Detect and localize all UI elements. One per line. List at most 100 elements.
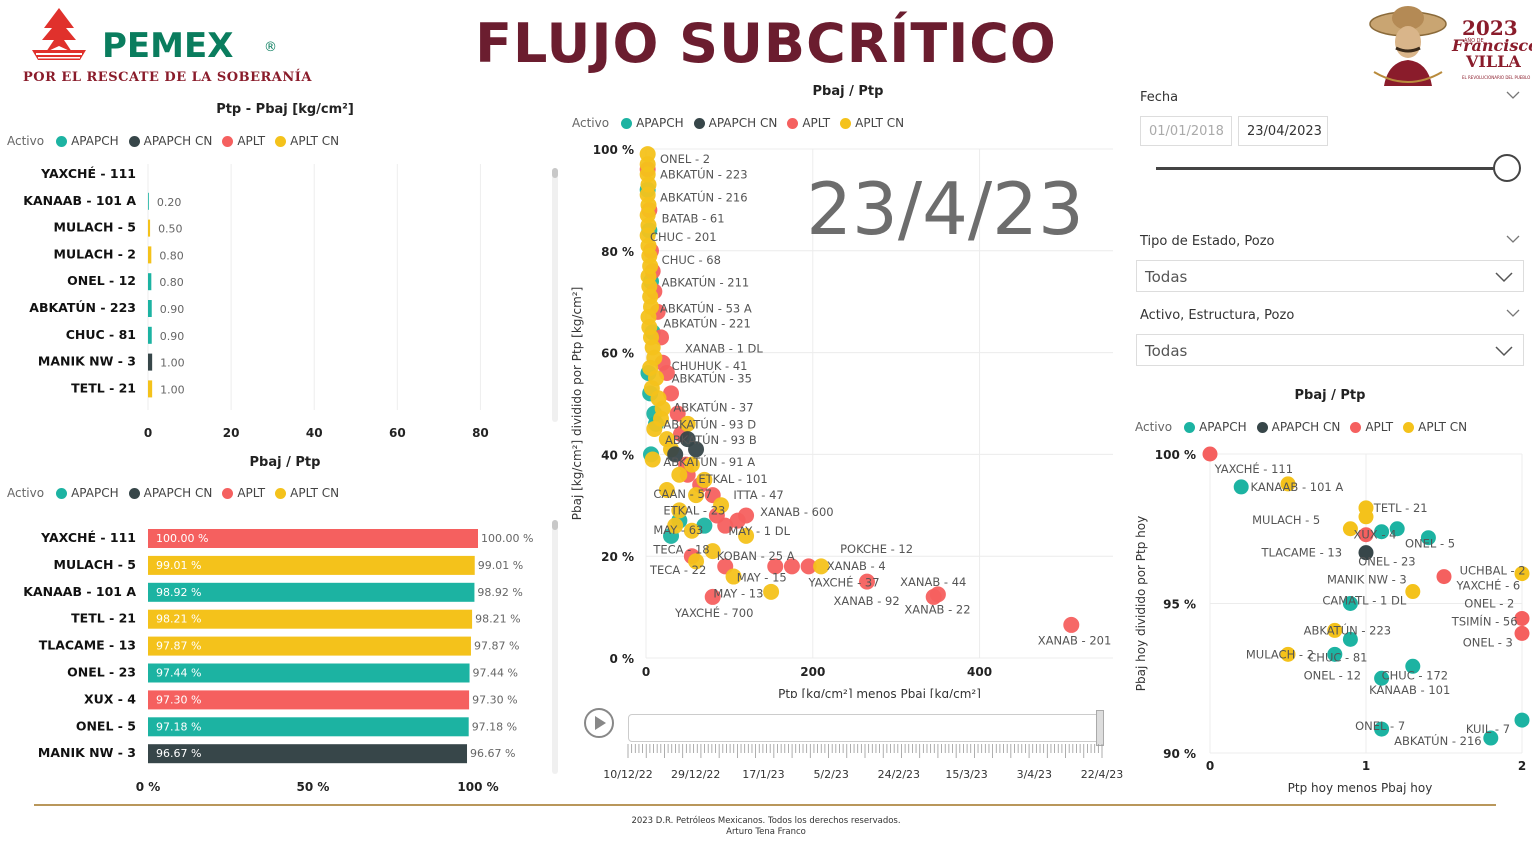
y-axis-title: Pbaj [kg/cm²] dividido por Ptp [kg/cm²] [570,287,584,521]
value-label: 0.90 [160,303,185,316]
point-label: ONEL - 23 [1358,555,1415,569]
year-logo-name1: Francisco [1452,36,1532,55]
point-label: TSIMÍN - 56 [1451,613,1518,628]
x-tick-label: 400 [967,665,992,679]
point-label: XANAB - 22 [904,603,970,617]
small-scatter-chart[interactable]: 90 % 95 % 100 % 0 1 2 Ptp hoy menos Pbaj hoy Pb… [1130,440,1530,800]
chart3-title: Pbaj / Ptp [812,84,884,99]
legend-item[interactable]: APAPCH [71,134,119,148]
value-label: 96.67 % [470,747,515,760]
category-label: ONEL - 12 [67,273,136,288]
bar [148,609,473,629]
data-point [688,553,705,570]
legend-item[interactable]: APAPCH [636,116,684,130]
legend-key: Activo [1135,420,1173,434]
data-point [1436,569,1452,585]
legend-dot-icon [56,487,68,499]
year-logo-name2: VILLA [1466,52,1521,71]
fecha-start-input[interactable]: 01/01/2018 [1140,116,1232,146]
legend-item[interactable]: APLT [802,116,831,130]
legend-item[interactable]: APAPCH CN [1271,420,1341,434]
data-point [688,487,705,504]
data-point [644,451,661,468]
point-label: TECA - 18 [652,543,709,557]
play-date-label: 10/12/22 [603,768,652,781]
x-tick-label: 2 [1518,759,1526,773]
play-date-label: 15/3/23 [945,768,987,781]
legend-item[interactable]: APLT CN [290,134,340,148]
data-point [1374,721,1390,737]
legend-dot-icon [693,117,705,129]
category-label: TLACAME - 13 [39,638,136,653]
data-point [688,441,705,458]
legend-item[interactable]: APAPCH CN [143,134,213,148]
ptp-pbaj-bar-chart[interactable]: 0 20 40 60 80 YAXCHÉ - 111 KANAAB - 101 A 0.20 M… [0,160,540,460]
chevron-down-icon[interactable] [1506,90,1520,100]
data-point [667,517,684,534]
point-label: ABKATÚN - 93 D [663,416,756,431]
category-label: KANAAB - 101 A [23,584,136,599]
legend-item[interactable]: APLT [237,486,266,500]
fecha-end-input[interactable]: 23/04/2023 [1238,116,1328,146]
value-label: 99.01 % [478,559,523,572]
fecha-slider-handle[interactable] [1493,154,1521,182]
value-label: 0.50 [158,223,183,236]
chevron-down-icon[interactable] [1506,234,1520,244]
legend-item[interactable]: APLT [237,134,266,148]
bar-inner-label: 96.67 % [156,747,201,760]
play-slider-handle[interactable] [1096,710,1104,746]
value-label: 97.30 % [472,693,517,706]
legend-item[interactable]: APAPCH [1199,420,1247,434]
point-label: UCHBAL - 2 [1460,564,1526,578]
chart2-scroll-thumb[interactable] [552,520,558,530]
legend-dot-icon [275,487,287,499]
legend-item[interactable]: APLT CN [1418,420,1468,434]
chart1-legend: Activo APAPCH APAPCH CN APLT APLT CN [7,134,339,148]
legend-dot-icon [787,117,799,129]
pbaj-ptp-bar-chart[interactable]: 0 % 50 % 100 % YAXCHÉ - 111 100.00 % 100.00 %… [0,512,540,802]
fecha-label: Fecha [1140,90,1179,105]
point-label: MAY - 13 [713,586,763,600]
legend-item[interactable]: APLT CN [855,116,905,130]
bar-inner-label: 98.21 % [156,613,201,626]
bar [148,529,478,548]
point-label: CHUC - 81 [1308,650,1367,664]
bar-inner-label: 97.87 % [156,640,201,653]
x-axis-title: Ptp hoy menos Pbaj hoy [1288,781,1433,795]
chart1-scroll-thumb[interactable] [552,168,558,178]
data-point [683,522,700,539]
legend-item[interactable]: APAPCH [71,486,119,500]
chart4-legend: Activo APAPCH APAPCH CN APLT APLT CN [1135,420,1467,434]
data-point [1342,631,1358,647]
fecha-slider-track[interactable] [1156,167,1508,170]
legend-key: Activo [572,116,610,130]
bar [148,690,470,710]
category-label: YAXCHÉ - 111 [40,166,136,181]
legend-item[interactable]: APAPCH CN [708,116,778,130]
point-label: YAXCHÉ - 111 [1214,461,1293,476]
point-label: ONEL - 7 [1355,719,1405,733]
category-label: ONEL - 5 [76,718,136,733]
play-slider-track[interactable] [628,714,1102,742]
chart1-scrollbar[interactable] [552,168,558,422]
legend-item[interactable]: APLT [1365,420,1394,434]
chevron-down-icon[interactable] [1506,308,1520,318]
value-label: 97.18 % [472,720,517,733]
chart1-title: Ptp - Pbaj [kg/cm²] [216,102,354,117]
point-label: XANAB - 44 [900,575,966,589]
main-scatter-chart[interactable]: 0 % 20 % 40 % 60 % 80 % 100 % 0 200 400 Ptp [kg/c… [565,138,1125,698]
data-point [1358,527,1374,543]
bar [148,353,153,371]
y-tick-label: 100 % [593,143,634,157]
play-button[interactable] [584,708,614,738]
activo-select[interactable]: Todas [1136,334,1524,366]
bar [148,246,152,264]
data-point [1405,584,1421,600]
year-logo-year: 2023 [1462,16,1518,40]
legend-item[interactable]: APLT CN [290,486,340,500]
x-tick-label: 1 [1362,759,1370,773]
estado-select[interactable]: Todas [1136,260,1524,292]
point-label: YAXCHÉ - 700 [674,605,753,620]
legend-item[interactable]: APAPCH CN [143,486,213,500]
chart2-scrollbar[interactable] [552,520,558,774]
